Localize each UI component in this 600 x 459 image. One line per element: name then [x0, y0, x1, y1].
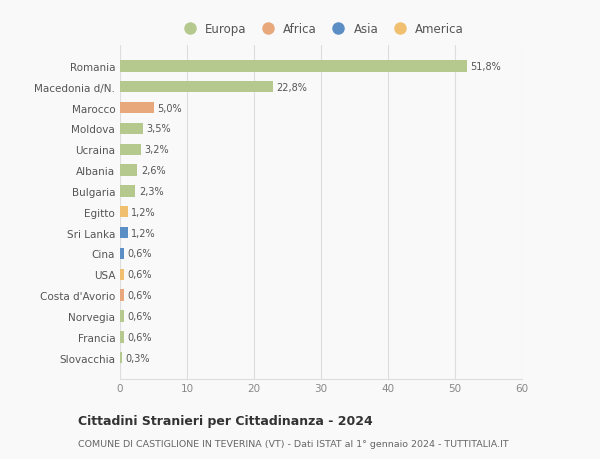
- Text: 0,6%: 0,6%: [127, 311, 152, 321]
- Text: 0,6%: 0,6%: [127, 249, 152, 259]
- Bar: [120, 103, 154, 114]
- Bar: [120, 207, 128, 218]
- Text: 0,6%: 0,6%: [127, 270, 152, 280]
- Bar: [120, 227, 128, 239]
- Bar: [120, 165, 137, 176]
- Bar: [120, 352, 122, 364]
- Bar: [120, 144, 142, 156]
- Bar: [120, 61, 467, 73]
- Text: 0,6%: 0,6%: [127, 332, 152, 342]
- Text: 5,0%: 5,0%: [157, 103, 181, 113]
- Bar: [120, 311, 124, 322]
- Bar: [120, 290, 124, 301]
- Bar: [120, 82, 273, 93]
- Text: Cittadini Stranieri per Cittadinanza - 2024: Cittadini Stranieri per Cittadinanza - 2…: [78, 414, 373, 428]
- Text: 0,6%: 0,6%: [127, 291, 152, 301]
- Bar: [120, 269, 124, 280]
- Text: COMUNE DI CASTIGLIONE IN TEVERINA (VT) - Dati ISTAT al 1° gennaio 2024 - TUTTITA: COMUNE DI CASTIGLIONE IN TEVERINA (VT) -…: [78, 439, 509, 448]
- Bar: [120, 123, 143, 135]
- Bar: [120, 248, 124, 260]
- Bar: [120, 186, 136, 197]
- Text: 1,2%: 1,2%: [131, 228, 156, 238]
- Text: 0,3%: 0,3%: [125, 353, 150, 363]
- Text: 51,8%: 51,8%: [470, 62, 501, 72]
- Text: 3,2%: 3,2%: [145, 145, 169, 155]
- Bar: [120, 331, 124, 343]
- Text: 1,2%: 1,2%: [131, 207, 156, 217]
- Text: 2,3%: 2,3%: [139, 186, 163, 196]
- Text: 2,6%: 2,6%: [141, 166, 166, 176]
- Text: 3,5%: 3,5%: [147, 124, 172, 134]
- Text: 22,8%: 22,8%: [276, 83, 307, 93]
- Legend: Europa, Africa, Asia, America: Europa, Africa, Asia, America: [173, 18, 469, 41]
